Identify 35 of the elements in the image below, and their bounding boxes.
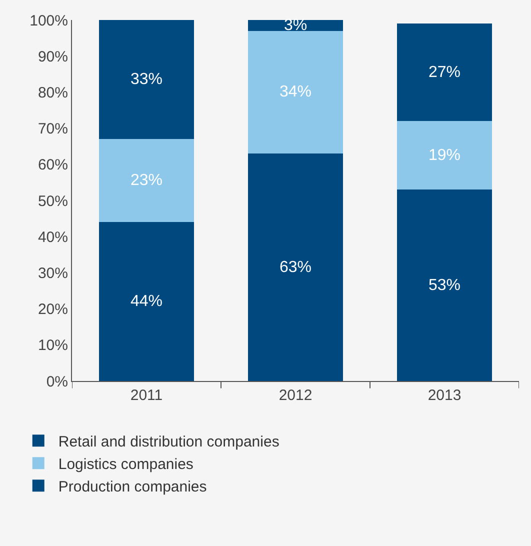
data-label: 19% xyxy=(428,146,461,164)
y-tick-label: 40% xyxy=(38,228,68,246)
y-tick-label: 100% xyxy=(30,12,68,30)
y-tick-label: 10% xyxy=(38,337,68,354)
bar xyxy=(396,24,492,122)
y-tick-label: 90% xyxy=(38,48,68,66)
y-tick-label: 30% xyxy=(38,264,68,282)
y-tick-label: 50% xyxy=(38,192,68,210)
data-label: 34% xyxy=(279,84,312,101)
data-label: 3% xyxy=(284,16,308,34)
x-tick-label: 2013 xyxy=(428,387,462,404)
x-tick-label: 2012 xyxy=(278,387,312,404)
data-label: 27% xyxy=(428,64,461,81)
y-tick-label: 20% xyxy=(38,301,68,318)
y-tick-label: 60% xyxy=(38,156,68,174)
data-label: 44% xyxy=(130,293,163,310)
bar xyxy=(248,30,344,154)
legend-label: Retail and distribution companies xyxy=(58,433,280,450)
bar xyxy=(98,20,194,140)
y-tick-label: 70% xyxy=(38,120,68,138)
data-label: 53% xyxy=(428,276,461,294)
y-tick-label: 80% xyxy=(38,84,68,102)
bar xyxy=(98,222,194,381)
legend-label: Logistics companies xyxy=(58,456,194,473)
data-label: 23% xyxy=(130,172,163,190)
data-label: 63% xyxy=(279,258,312,276)
bar xyxy=(396,121,492,190)
y-tick-label: 0% xyxy=(46,373,68,390)
x-tick-label: 2011 xyxy=(130,387,163,404)
bar xyxy=(248,154,344,381)
bar xyxy=(98,139,194,222)
legend-label: Production companies xyxy=(58,478,207,496)
bar xyxy=(396,190,492,381)
bar xyxy=(248,20,344,31)
data-label: 33% xyxy=(130,71,163,88)
